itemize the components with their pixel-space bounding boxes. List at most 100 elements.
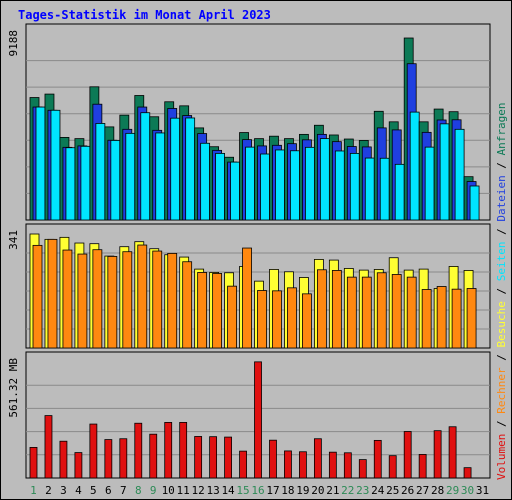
bar-seiten-day-30	[469, 185, 480, 221]
bar-seiten-day-12	[200, 142, 211, 221]
bar-volumen-day-9	[149, 433, 158, 479]
bar-rechner-day-9	[152, 250, 163, 349]
x-tick-label: 29	[446, 484, 459, 497]
bar-seiten-day-1	[35, 106, 46, 221]
bar-volumen-day-11	[179, 422, 188, 479]
legend-separator: /	[495, 348, 508, 368]
bar-volumen-day-24	[373, 439, 382, 479]
bar-seiten-day-29	[454, 128, 465, 221]
bar-seiten-day-21	[334, 150, 345, 221]
bar-rechner-day-27	[421, 289, 432, 349]
bar-seiten-day-23	[364, 157, 375, 221]
bar-seiten-day-16	[260, 153, 270, 221]
bar-seiten-day-22	[349, 152, 360, 221]
bar-seiten-day-9	[155, 132, 166, 221]
bar-rechner-day-15	[242, 247, 252, 349]
chart-panels: 9188 341 561.32 MB	[7, 23, 491, 479]
bar-volumen-day-14	[224, 436, 232, 479]
bar-rechner-day-17	[272, 290, 282, 349]
x-tick-label: 12	[192, 484, 205, 497]
legend-separator: /	[495, 281, 508, 301]
bar-seiten-day-7	[125, 132, 136, 221]
bar-rechner-day-3	[62, 249, 73, 349]
legend-item-anfragen: Anfragen	[495, 102, 508, 155]
bar-volumen-day-18	[284, 450, 292, 479]
bar-seiten-day-17	[275, 149, 285, 221]
bar-volumen-day-29	[448, 426, 457, 479]
bar-volumen-day-15	[239, 450, 247, 479]
x-tick-label: 7	[120, 484, 127, 497]
bar-volumen-day-1	[29, 447, 38, 479]
bar-seiten-day-15	[245, 146, 255, 221]
y-max-label: 9188	[7, 30, 20, 57]
bar-volumen-day-4	[74, 452, 83, 479]
bar-volumen-day-25	[388, 455, 397, 479]
x-tick-label: 25	[386, 484, 399, 497]
x-tick-label: 18	[281, 484, 294, 497]
x-tick-label: 1	[30, 484, 37, 497]
bar-volumen-day-20	[313, 438, 322, 479]
bar-rechner-day-21	[331, 270, 342, 349]
bar-rechner-day-18	[287, 287, 297, 349]
x-tick-label: 27	[416, 484, 429, 497]
x-tick-label: 2	[45, 484, 52, 497]
x-tick-label: 26	[401, 484, 414, 497]
bar-rechner-day-26	[406, 276, 417, 349]
x-tick-label: 24	[371, 484, 385, 497]
bar-volumen-day-2	[44, 415, 53, 479]
bar-rechner-day-22	[346, 276, 357, 349]
bar-volumen-day-19	[299, 451, 307, 479]
legend-item-volumen: Volumen	[495, 434, 508, 480]
x-tick-label: 10	[162, 484, 175, 497]
bar-rechner-day-14	[227, 285, 237, 349]
bar-volumen-day-16	[254, 361, 262, 479]
x-tick-label: 31	[476, 484, 489, 497]
bar-rechner-day-12	[197, 272, 208, 349]
bar-seiten-day-28	[439, 123, 450, 221]
bar-seiten-day-2	[50, 109, 61, 221]
x-tick-label: 11	[177, 484, 190, 497]
y-max-label: 341	[7, 230, 20, 250]
visits-panel: 341	[7, 223, 491, 349]
x-tick-label: 30	[461, 484, 474, 497]
x-tick-label: 5	[90, 484, 97, 497]
bar-seiten-day-11	[185, 117, 196, 221]
bar-volumen-day-30	[463, 467, 472, 479]
bar-volumen-day-21	[328, 451, 337, 479]
x-tick-label: 23	[356, 484, 369, 497]
bar-rechner-day-23	[361, 276, 372, 349]
x-tick-label: 16	[251, 484, 264, 497]
bar-volumen-day-13	[209, 436, 218, 479]
bar-volumen-day-3	[59, 440, 68, 479]
bar-rechner-day-6	[107, 255, 118, 349]
bar-seiten-day-14	[230, 161, 240, 221]
bar-rechner-day-7	[122, 251, 133, 349]
bar-volumen-day-6	[104, 439, 113, 479]
bar-rechner-day-29	[451, 288, 462, 349]
bar-seiten-day-4	[80, 145, 91, 221]
bar-seiten-day-18	[290, 150, 300, 221]
legend-item-dateien: Dateien	[495, 175, 508, 221]
bar-seiten-day-5	[95, 123, 106, 221]
bar-rechner-day-28	[436, 286, 447, 349]
bar-volumen-day-7	[119, 438, 128, 479]
bar-rechner-day-24	[376, 272, 387, 349]
x-tick-label: 9	[150, 484, 157, 497]
bar-rechner-day-10	[167, 252, 178, 349]
x-axis-labels: 1 2 3 4 5 6 7 8 9 10 11 12 13 14 15 16 17 18 19 20 21 22 23 24 2…	[30, 484, 489, 497]
legend-item-besuche: Besuche	[495, 301, 508, 347]
x-tick-label: 20	[311, 484, 324, 497]
x-tick-label: 28	[431, 484, 444, 497]
bar-rechner-day-2	[47, 238, 58, 349]
legend-separator: /	[495, 155, 508, 175]
bar-seiten-day-6	[110, 140, 121, 221]
chart-title: Tages-Statistik im Monat April 2023	[18, 8, 271, 22]
legend: Volumen / Rechner / Besuche / Seiten / D…	[495, 102, 508, 480]
bar-rechner-day-8	[137, 244, 148, 349]
bar-volumen-day-26	[403, 431, 412, 479]
bar-rechner-day-1	[32, 244, 43, 349]
bar-rechner-day-4	[77, 253, 88, 349]
bar-seiten-day-27	[424, 146, 435, 221]
y-max-label: 561.32 MB	[7, 358, 20, 418]
